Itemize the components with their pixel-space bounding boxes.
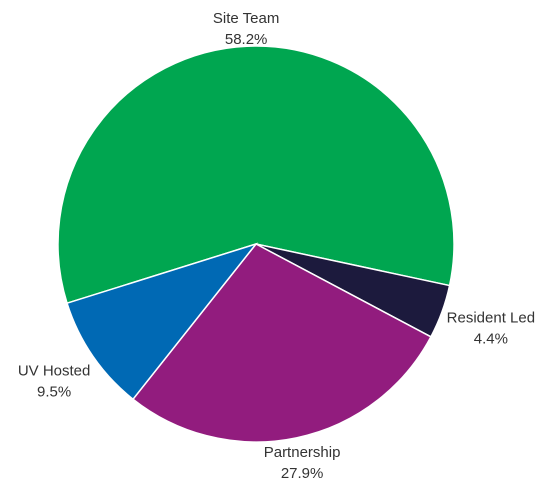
slice-label: Partnership: [264, 444, 341, 461]
slice-label: Site Team: [213, 10, 279, 27]
slice-label: UV Hosted: [18, 363, 91, 380]
pie-slice: [66, 242, 259, 401]
pie-slice: [131, 243, 432, 443]
slice-value: 4.4%: [474, 331, 508, 348]
pie-slice: [57, 45, 455, 305]
slice-value: 27.9%: [281, 465, 324, 482]
slice-label: Resident Led: [447, 310, 535, 327]
slice-value: 58.2%: [225, 31, 268, 48]
slice-value: 9.5%: [37, 384, 71, 401]
